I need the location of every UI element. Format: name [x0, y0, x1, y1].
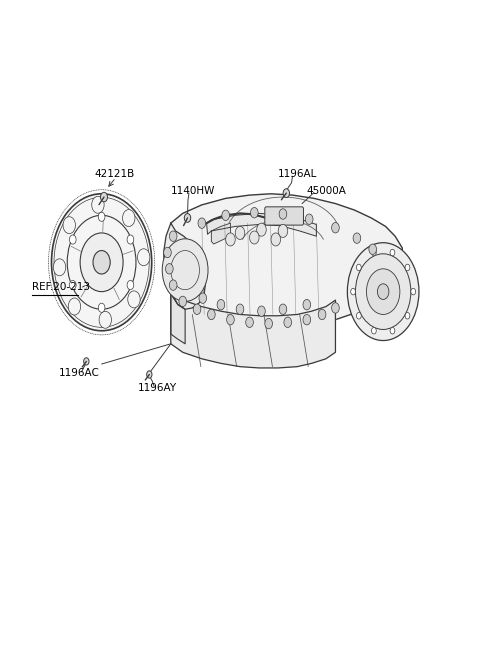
Circle shape [164, 248, 171, 257]
Circle shape [257, 223, 266, 236]
Circle shape [356, 253, 411, 329]
Circle shape [390, 250, 395, 256]
Circle shape [353, 233, 361, 244]
Circle shape [80, 233, 123, 291]
Circle shape [332, 303, 339, 313]
Text: 1140HW: 1140HW [171, 185, 215, 196]
Circle shape [198, 218, 205, 229]
Circle shape [226, 233, 235, 246]
Circle shape [207, 309, 215, 320]
Circle shape [70, 235, 76, 244]
Circle shape [372, 328, 376, 334]
Circle shape [92, 196, 104, 214]
Circle shape [98, 303, 105, 312]
Circle shape [236, 304, 244, 314]
Circle shape [68, 298, 81, 315]
Text: 1196AY: 1196AY [137, 383, 177, 392]
Circle shape [357, 312, 361, 319]
Circle shape [279, 209, 287, 219]
Circle shape [246, 317, 253, 328]
Circle shape [127, 280, 134, 290]
Circle shape [147, 371, 152, 378]
Circle shape [169, 231, 177, 242]
Circle shape [93, 251, 110, 274]
Text: 42121B: 42121B [95, 169, 135, 179]
Circle shape [303, 299, 311, 310]
Text: REF.20-213: REF.20-213 [33, 282, 90, 292]
Circle shape [332, 223, 339, 233]
Polygon shape [211, 223, 230, 244]
Circle shape [184, 214, 191, 222]
Circle shape [122, 210, 135, 227]
Circle shape [179, 296, 187, 307]
Circle shape [98, 212, 105, 221]
Circle shape [251, 208, 258, 218]
Text: 1196AC: 1196AC [59, 368, 99, 378]
Circle shape [265, 318, 273, 329]
Circle shape [127, 235, 134, 244]
Polygon shape [171, 291, 185, 344]
Circle shape [372, 250, 376, 256]
Circle shape [99, 311, 111, 328]
Circle shape [162, 239, 208, 301]
Circle shape [235, 227, 245, 240]
Circle shape [369, 244, 376, 254]
Circle shape [279, 304, 287, 314]
Circle shape [305, 214, 313, 225]
Polygon shape [164, 223, 205, 309]
Circle shape [366, 269, 400, 314]
Circle shape [351, 288, 356, 295]
Circle shape [283, 189, 289, 198]
Text: 45000A: 45000A [307, 185, 347, 196]
Text: 1196AL: 1196AL [278, 169, 318, 179]
Circle shape [128, 291, 140, 308]
Circle shape [222, 210, 229, 221]
Circle shape [377, 284, 389, 299]
Circle shape [318, 309, 326, 320]
Circle shape [405, 264, 410, 271]
Circle shape [70, 280, 76, 290]
Circle shape [51, 194, 152, 331]
FancyBboxPatch shape [265, 207, 303, 225]
Circle shape [63, 217, 75, 234]
Circle shape [405, 312, 410, 319]
Circle shape [250, 231, 259, 244]
Circle shape [166, 263, 173, 274]
Circle shape [193, 304, 201, 314]
Circle shape [357, 264, 361, 271]
Polygon shape [165, 194, 402, 329]
Circle shape [271, 233, 281, 246]
Circle shape [390, 328, 395, 334]
Circle shape [303, 314, 311, 325]
Circle shape [137, 249, 150, 266]
Circle shape [278, 225, 288, 238]
Circle shape [411, 288, 416, 295]
Circle shape [100, 193, 108, 202]
Circle shape [199, 293, 206, 303]
Circle shape [227, 314, 234, 325]
Circle shape [348, 243, 419, 341]
Circle shape [258, 306, 265, 316]
Circle shape [284, 317, 291, 328]
Circle shape [169, 280, 177, 290]
Circle shape [84, 358, 89, 365]
Polygon shape [171, 291, 336, 368]
Polygon shape [206, 214, 316, 236]
Circle shape [217, 299, 225, 310]
Circle shape [53, 259, 66, 276]
